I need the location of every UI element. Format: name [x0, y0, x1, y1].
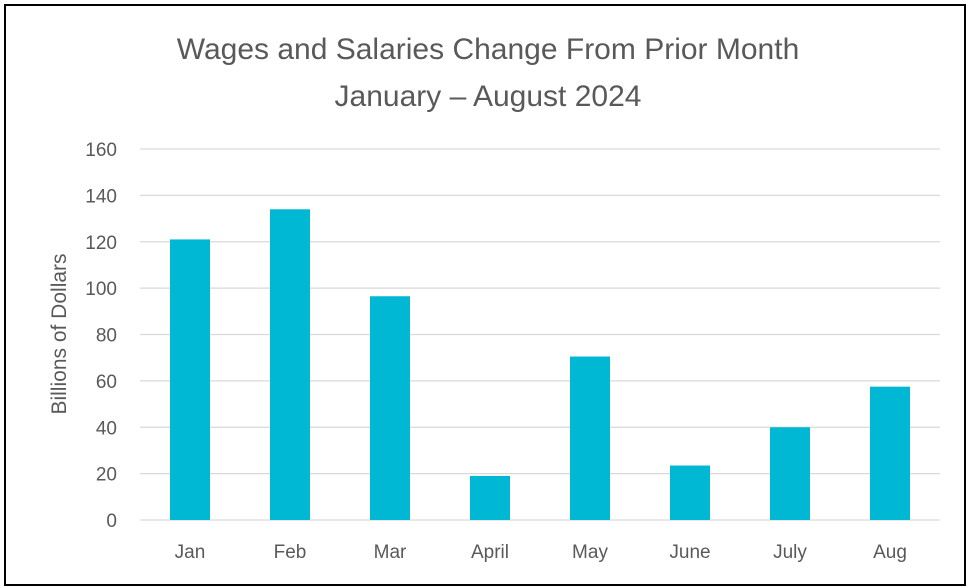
- x-tick-label: July: [773, 542, 807, 563]
- x-tick-label: Mar: [374, 542, 407, 563]
- y-tick-label: 160: [85, 140, 117, 161]
- x-tick-label: June: [669, 542, 710, 563]
- y-tick-label: 0: [106, 511, 117, 532]
- bars: [170, 209, 910, 520]
- bar-feb: [270, 209, 310, 520]
- x-tick-label: May: [572, 542, 608, 563]
- y-tick-label: 100: [85, 279, 117, 300]
- x-tick-labels: Jan Feb Mar April May June July Aug: [175, 542, 907, 563]
- y-axis-title: Billions of Dollars: [48, 253, 71, 414]
- x-tick-label: Feb: [274, 542, 307, 563]
- y-tick-label: 20: [96, 465, 117, 486]
- bar-mar: [370, 296, 410, 520]
- x-tick-label: April: [471, 542, 509, 563]
- bar-may: [570, 356, 610, 520]
- bar-june: [670, 465, 710, 520]
- x-tick-label: Aug: [873, 542, 907, 563]
- y-tick-labels: 0 20 40 60 80 100 120 140 160: [85, 140, 117, 532]
- bar-jan: [170, 239, 210, 520]
- bar-aug: [870, 386, 910, 520]
- y-tick-label: 40: [96, 418, 117, 439]
- chart-title: Wages and Salaries Change From Prior Mon…: [177, 33, 800, 66]
- y-tick-label: 140: [85, 186, 117, 207]
- gridlines: [140, 148, 940, 521]
- y-tick-label: 60: [96, 372, 117, 393]
- x-tick-label: Jan: [175, 542, 206, 563]
- bar-july: [770, 427, 810, 520]
- y-tick-label: 80: [96, 326, 117, 347]
- chart-subtitle: January – August 2024: [335, 80, 642, 113]
- y-tick-label: 120: [85, 233, 117, 254]
- bar-april: [470, 475, 510, 520]
